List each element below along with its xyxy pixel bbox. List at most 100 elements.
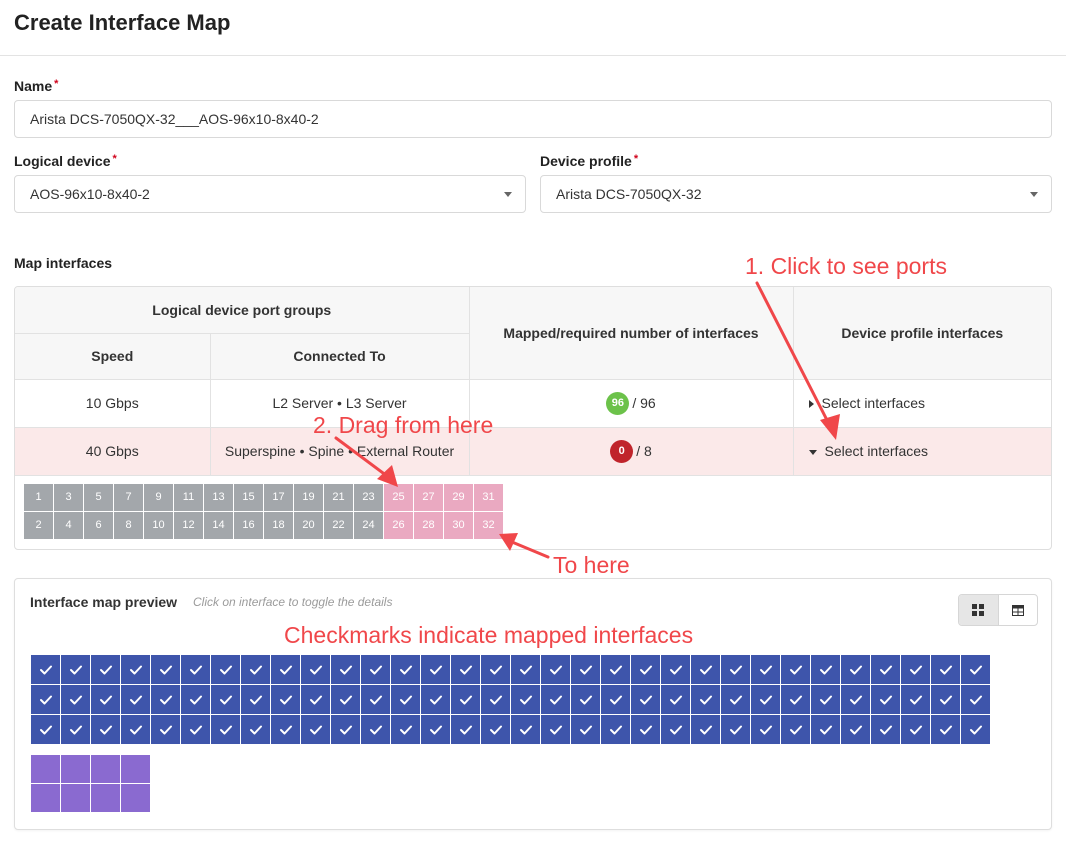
- mapped-interface[interactable]: [121, 685, 150, 714]
- mapped-interface[interactable]: [271, 715, 300, 744]
- table-view-button[interactable]: [999, 595, 1038, 625]
- mapped-interface[interactable]: [541, 655, 570, 684]
- mapped-interface[interactable]: [601, 715, 630, 744]
- mapped-interface[interactable]: [811, 715, 840, 744]
- mapped-interface[interactable]: [31, 685, 60, 714]
- mapped-interface[interactable]: [931, 715, 960, 744]
- port-4[interactable]: 4: [54, 512, 83, 539]
- mapped-interface[interactable]: [271, 655, 300, 684]
- mapped-interface[interactable]: [31, 655, 60, 684]
- mapped-interface[interactable]: [481, 655, 510, 684]
- mapped-interface[interactable]: [691, 715, 720, 744]
- mapped-interface[interactable]: [151, 655, 180, 684]
- port-2[interactable]: 2: [24, 512, 53, 539]
- unmapped-interface[interactable]: [61, 784, 90, 812]
- port-30[interactable]: 30: [444, 512, 473, 539]
- mapped-interface[interactable]: [571, 685, 600, 714]
- port-20[interactable]: 20: [294, 512, 323, 539]
- mapped-interface[interactable]: [691, 655, 720, 684]
- mapped-interface[interactable]: [841, 685, 870, 714]
- mapped-interface[interactable]: [301, 655, 330, 684]
- port-14[interactable]: 14: [204, 512, 233, 539]
- mapped-interface[interactable]: [241, 685, 270, 714]
- mapped-interface[interactable]: [211, 655, 240, 684]
- mapped-interface[interactable]: [91, 715, 120, 744]
- unmapped-interface[interactable]: [31, 784, 60, 812]
- mapped-interface[interactable]: [871, 715, 900, 744]
- mapped-interface[interactable]: [391, 655, 420, 684]
- mapped-interface[interactable]: [751, 655, 780, 684]
- port-8[interactable]: 8: [114, 512, 143, 539]
- mapped-interface[interactable]: [661, 655, 690, 684]
- mapped-interface[interactable]: [481, 685, 510, 714]
- port-18[interactable]: 18: [264, 512, 293, 539]
- grid-view-button[interactable]: [959, 595, 999, 625]
- mapped-interface[interactable]: [331, 655, 360, 684]
- mapped-interface[interactable]: [61, 655, 90, 684]
- mapped-interface[interactable]: [901, 685, 930, 714]
- mapped-interface[interactable]: [271, 685, 300, 714]
- mapped-interface[interactable]: [631, 715, 660, 744]
- mapped-interface[interactable]: [421, 715, 450, 744]
- mapped-interface[interactable]: [421, 685, 450, 714]
- port-25[interactable]: 25: [384, 484, 413, 511]
- mapped-interface[interactable]: [241, 655, 270, 684]
- mapped-interface[interactable]: [871, 655, 900, 684]
- port-16[interactable]: 16: [234, 512, 263, 539]
- mapped-interface[interactable]: [601, 655, 630, 684]
- mapped-interface[interactable]: [961, 715, 990, 744]
- mapped-interface[interactable]: [181, 655, 210, 684]
- unmapped-interface[interactable]: [121, 755, 150, 783]
- port-26[interactable]: 26: [384, 512, 413, 539]
- port-3[interactable]: 3: [54, 484, 83, 511]
- port-13[interactable]: 13: [204, 484, 233, 511]
- mapped-interface[interactable]: [451, 685, 480, 714]
- name-input[interactable]: Arista DCS-7050QX-32___AOS-96x10-8x40-2: [14, 100, 1052, 138]
- mapped-interface[interactable]: [181, 715, 210, 744]
- mapped-interface[interactable]: [451, 715, 480, 744]
- port-21[interactable]: 21: [324, 484, 353, 511]
- mapped-interface[interactable]: [91, 655, 120, 684]
- mapped-interface[interactable]: [511, 685, 540, 714]
- mapped-interface[interactable]: [211, 685, 240, 714]
- port-27[interactable]: 27: [414, 484, 443, 511]
- mapped-interface[interactable]: [571, 655, 600, 684]
- mapped-interface[interactable]: [781, 715, 810, 744]
- mapped-interface[interactable]: [301, 685, 330, 714]
- port-31[interactable]: 31: [474, 484, 503, 511]
- mapped-interface[interactable]: [961, 685, 990, 714]
- mapped-interface[interactable]: [511, 655, 540, 684]
- unmapped-interface[interactable]: [121, 784, 150, 812]
- port-22[interactable]: 22: [324, 512, 353, 539]
- mapped-interface[interactable]: [121, 715, 150, 744]
- mapped-interface[interactable]: [391, 715, 420, 744]
- mapped-interface[interactable]: [121, 655, 150, 684]
- device-profile-select[interactable]: Arista DCS-7050QX-32: [540, 175, 1052, 213]
- mapped-interface[interactable]: [631, 655, 660, 684]
- mapped-interface[interactable]: [751, 685, 780, 714]
- mapped-interface[interactable]: [211, 715, 240, 744]
- unmapped-interface[interactable]: [91, 755, 120, 783]
- mapped-interface[interactable]: [241, 715, 270, 744]
- mapped-interface[interactable]: [871, 685, 900, 714]
- mapped-interface[interactable]: [31, 715, 60, 744]
- mapped-interface[interactable]: [661, 685, 690, 714]
- mapped-interface[interactable]: [931, 655, 960, 684]
- mapped-interface[interactable]: [421, 655, 450, 684]
- mapped-interface[interactable]: [601, 685, 630, 714]
- port-23[interactable]: 23: [354, 484, 383, 511]
- mapped-interface[interactable]: [151, 715, 180, 744]
- mapped-interface[interactable]: [391, 685, 420, 714]
- mapped-interface[interactable]: [661, 715, 690, 744]
- port-6[interactable]: 6: [84, 512, 113, 539]
- mapped-interface[interactable]: [511, 715, 540, 744]
- mapped-interface[interactable]: [361, 685, 390, 714]
- port-28[interactable]: 28: [414, 512, 443, 539]
- mapped-interface[interactable]: [841, 715, 870, 744]
- mapped-interface[interactable]: [331, 715, 360, 744]
- unmapped-interface[interactable]: [61, 755, 90, 783]
- mapped-interface[interactable]: [571, 715, 600, 744]
- mapped-interface[interactable]: [781, 655, 810, 684]
- mapped-interface[interactable]: [721, 655, 750, 684]
- mapped-interface[interactable]: [541, 685, 570, 714]
